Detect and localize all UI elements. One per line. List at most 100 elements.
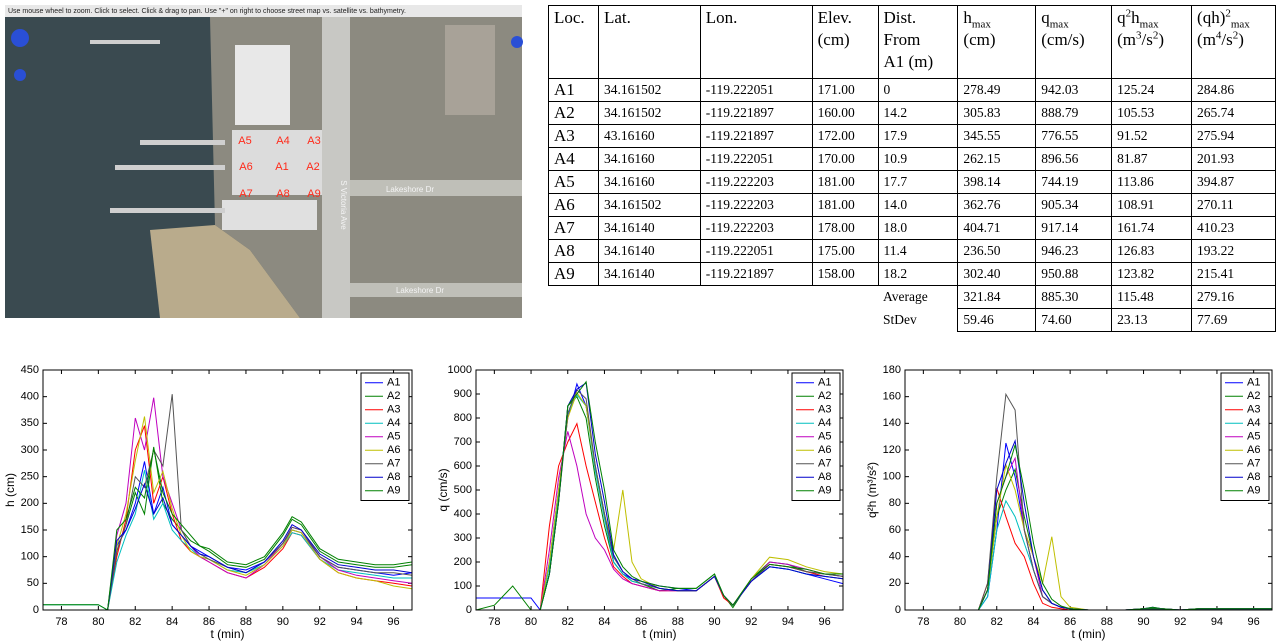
- cell: 77.69: [1192, 309, 1276, 332]
- y-tick-label: 160: [883, 391, 901, 403]
- cell: A2: [549, 102, 599, 125]
- header-cell: qmax(cm/s): [1036, 6, 1112, 79]
- cell: 345.55: [958, 125, 1036, 148]
- x-tick-label: 84: [1027, 616, 1039, 628]
- line-chart: 0204060801001201401601807880828486889092…: [865, 364, 1272, 641]
- header-text: Lat.: [604, 8, 631, 27]
- x-tick-label: 78: [917, 616, 929, 628]
- cell: 161.74: [1112, 217, 1192, 240]
- y-tick-label: 200: [21, 497, 39, 509]
- cell: 905.34: [1036, 194, 1112, 217]
- cell: 946.23: [1036, 240, 1112, 263]
- cell: 321.84: [958, 286, 1036, 309]
- cell: 23.13: [1112, 309, 1192, 332]
- cell: 17.7: [878, 171, 958, 194]
- cell: 950.88: [1036, 263, 1112, 286]
- x-tick-label: 94: [1211, 616, 1223, 628]
- x-tick-label: 94: [782, 616, 794, 628]
- data-row: A234.161502-119.221897160.0014.2305.8388…: [549, 102, 1276, 125]
- y-tick-label: 180: [883, 364, 901, 376]
- x-tick-label: 84: [598, 616, 610, 628]
- legend-label: A4: [1247, 417, 1260, 429]
- header-text: Lon.: [706, 8, 738, 27]
- y-tick-label: 200: [454, 556, 472, 568]
- cell: 175.00: [812, 240, 878, 263]
- header-text: Elev.: [818, 8, 852, 27]
- x-tick-label: 96: [1248, 616, 1260, 628]
- header-row: Loc.Lat.Lon.Elev.(cm)Dist.FromA1 (m)hmax…: [549, 6, 1276, 79]
- y-tick-label: 100: [21, 551, 39, 563]
- map-location-label: A1: [275, 161, 288, 173]
- street-label: S Victoria Ave: [339, 180, 348, 230]
- cell: 34.16140: [598, 263, 700, 286]
- cell: 34.16140: [598, 240, 700, 263]
- cell: 942.03: [1036, 79, 1112, 102]
- legend-label: A6: [387, 444, 400, 456]
- summary-label: StDev: [878, 309, 958, 332]
- street-label: Lakeshore Dr: [386, 185, 434, 194]
- y-tick-label: 140: [883, 417, 901, 429]
- legend-label: A3: [1247, 404, 1260, 416]
- x-tick-label: 86: [1064, 616, 1076, 628]
- y-tick-label: 0: [33, 604, 39, 616]
- y-tick-label: 50: [27, 577, 39, 589]
- legend-label: A3: [818, 404, 831, 416]
- cell: 34.16160: [598, 148, 700, 171]
- y-tick-label: 40: [889, 551, 901, 563]
- cell: -119.222203: [700, 171, 812, 194]
- header-cell: hmax(cm): [958, 6, 1036, 79]
- legend-label: A1: [1247, 377, 1260, 389]
- y-tick-label: 700: [454, 436, 472, 448]
- cell: 123.82: [1112, 263, 1192, 286]
- building: [222, 200, 317, 230]
- cell: 105.53: [1112, 102, 1192, 125]
- legend-label: A1: [818, 377, 831, 389]
- blank-cell: [700, 309, 812, 332]
- x-tick-label: 94: [351, 616, 363, 628]
- header-text: Loc.: [554, 8, 585, 27]
- blank-cell: [549, 286, 599, 309]
- header-text: (qh): [1197, 8, 1225, 27]
- x-tick-label: 92: [1174, 616, 1186, 628]
- cell: 113.86: [1112, 171, 1192, 194]
- x-tick-label: 82: [991, 616, 1003, 628]
- blank-cell: [812, 286, 878, 309]
- cell: 34.16140: [598, 217, 700, 240]
- x-tick-label: 88: [1101, 616, 1113, 628]
- legend-label: A7: [1247, 458, 1260, 470]
- layer-control[interactable]: [511, 36, 523, 48]
- cell: 34.161502: [598, 102, 700, 125]
- cell: 18.2: [878, 263, 958, 286]
- map-instructions: Use mouse wheel to zoom. Click to select…: [8, 8, 406, 15]
- y-tick-label: 0: [466, 604, 472, 616]
- legend-label: A3: [387, 404, 400, 416]
- legend-label: A7: [387, 458, 400, 470]
- cell: 181.00: [812, 171, 878, 194]
- y-tick-label: 250: [21, 471, 39, 483]
- cell: 181.00: [812, 194, 878, 217]
- blank-cell: [700, 286, 812, 309]
- building: [235, 45, 290, 125]
- header-text: Dist.: [884, 8, 917, 27]
- y-axis-label: q²h (m³/s²): [865, 462, 879, 518]
- pan-control[interactable]: [11, 29, 29, 47]
- y-tick-label: 450: [21, 364, 39, 376]
- street-label: Lakeshore Dr: [396, 286, 444, 295]
- x-tick-label: 80: [954, 616, 966, 628]
- zoom-control[interactable]: [14, 69, 26, 81]
- y-tick-label: 300: [454, 532, 472, 544]
- header-cell: Lon.: [700, 6, 812, 79]
- legend-label: A2: [1247, 390, 1260, 402]
- parking: [445, 25, 495, 115]
- header-text: max: [1050, 18, 1069, 30]
- x-tick-label: 80: [92, 616, 104, 628]
- x-tick-label: 80: [525, 616, 537, 628]
- legend-label: A9: [387, 485, 400, 497]
- cell: 17.9: [878, 125, 958, 148]
- cell: -119.222051: [700, 240, 812, 263]
- x-axis-label: t (min): [1072, 627, 1106, 641]
- x-tick-label: 90: [1137, 616, 1149, 628]
